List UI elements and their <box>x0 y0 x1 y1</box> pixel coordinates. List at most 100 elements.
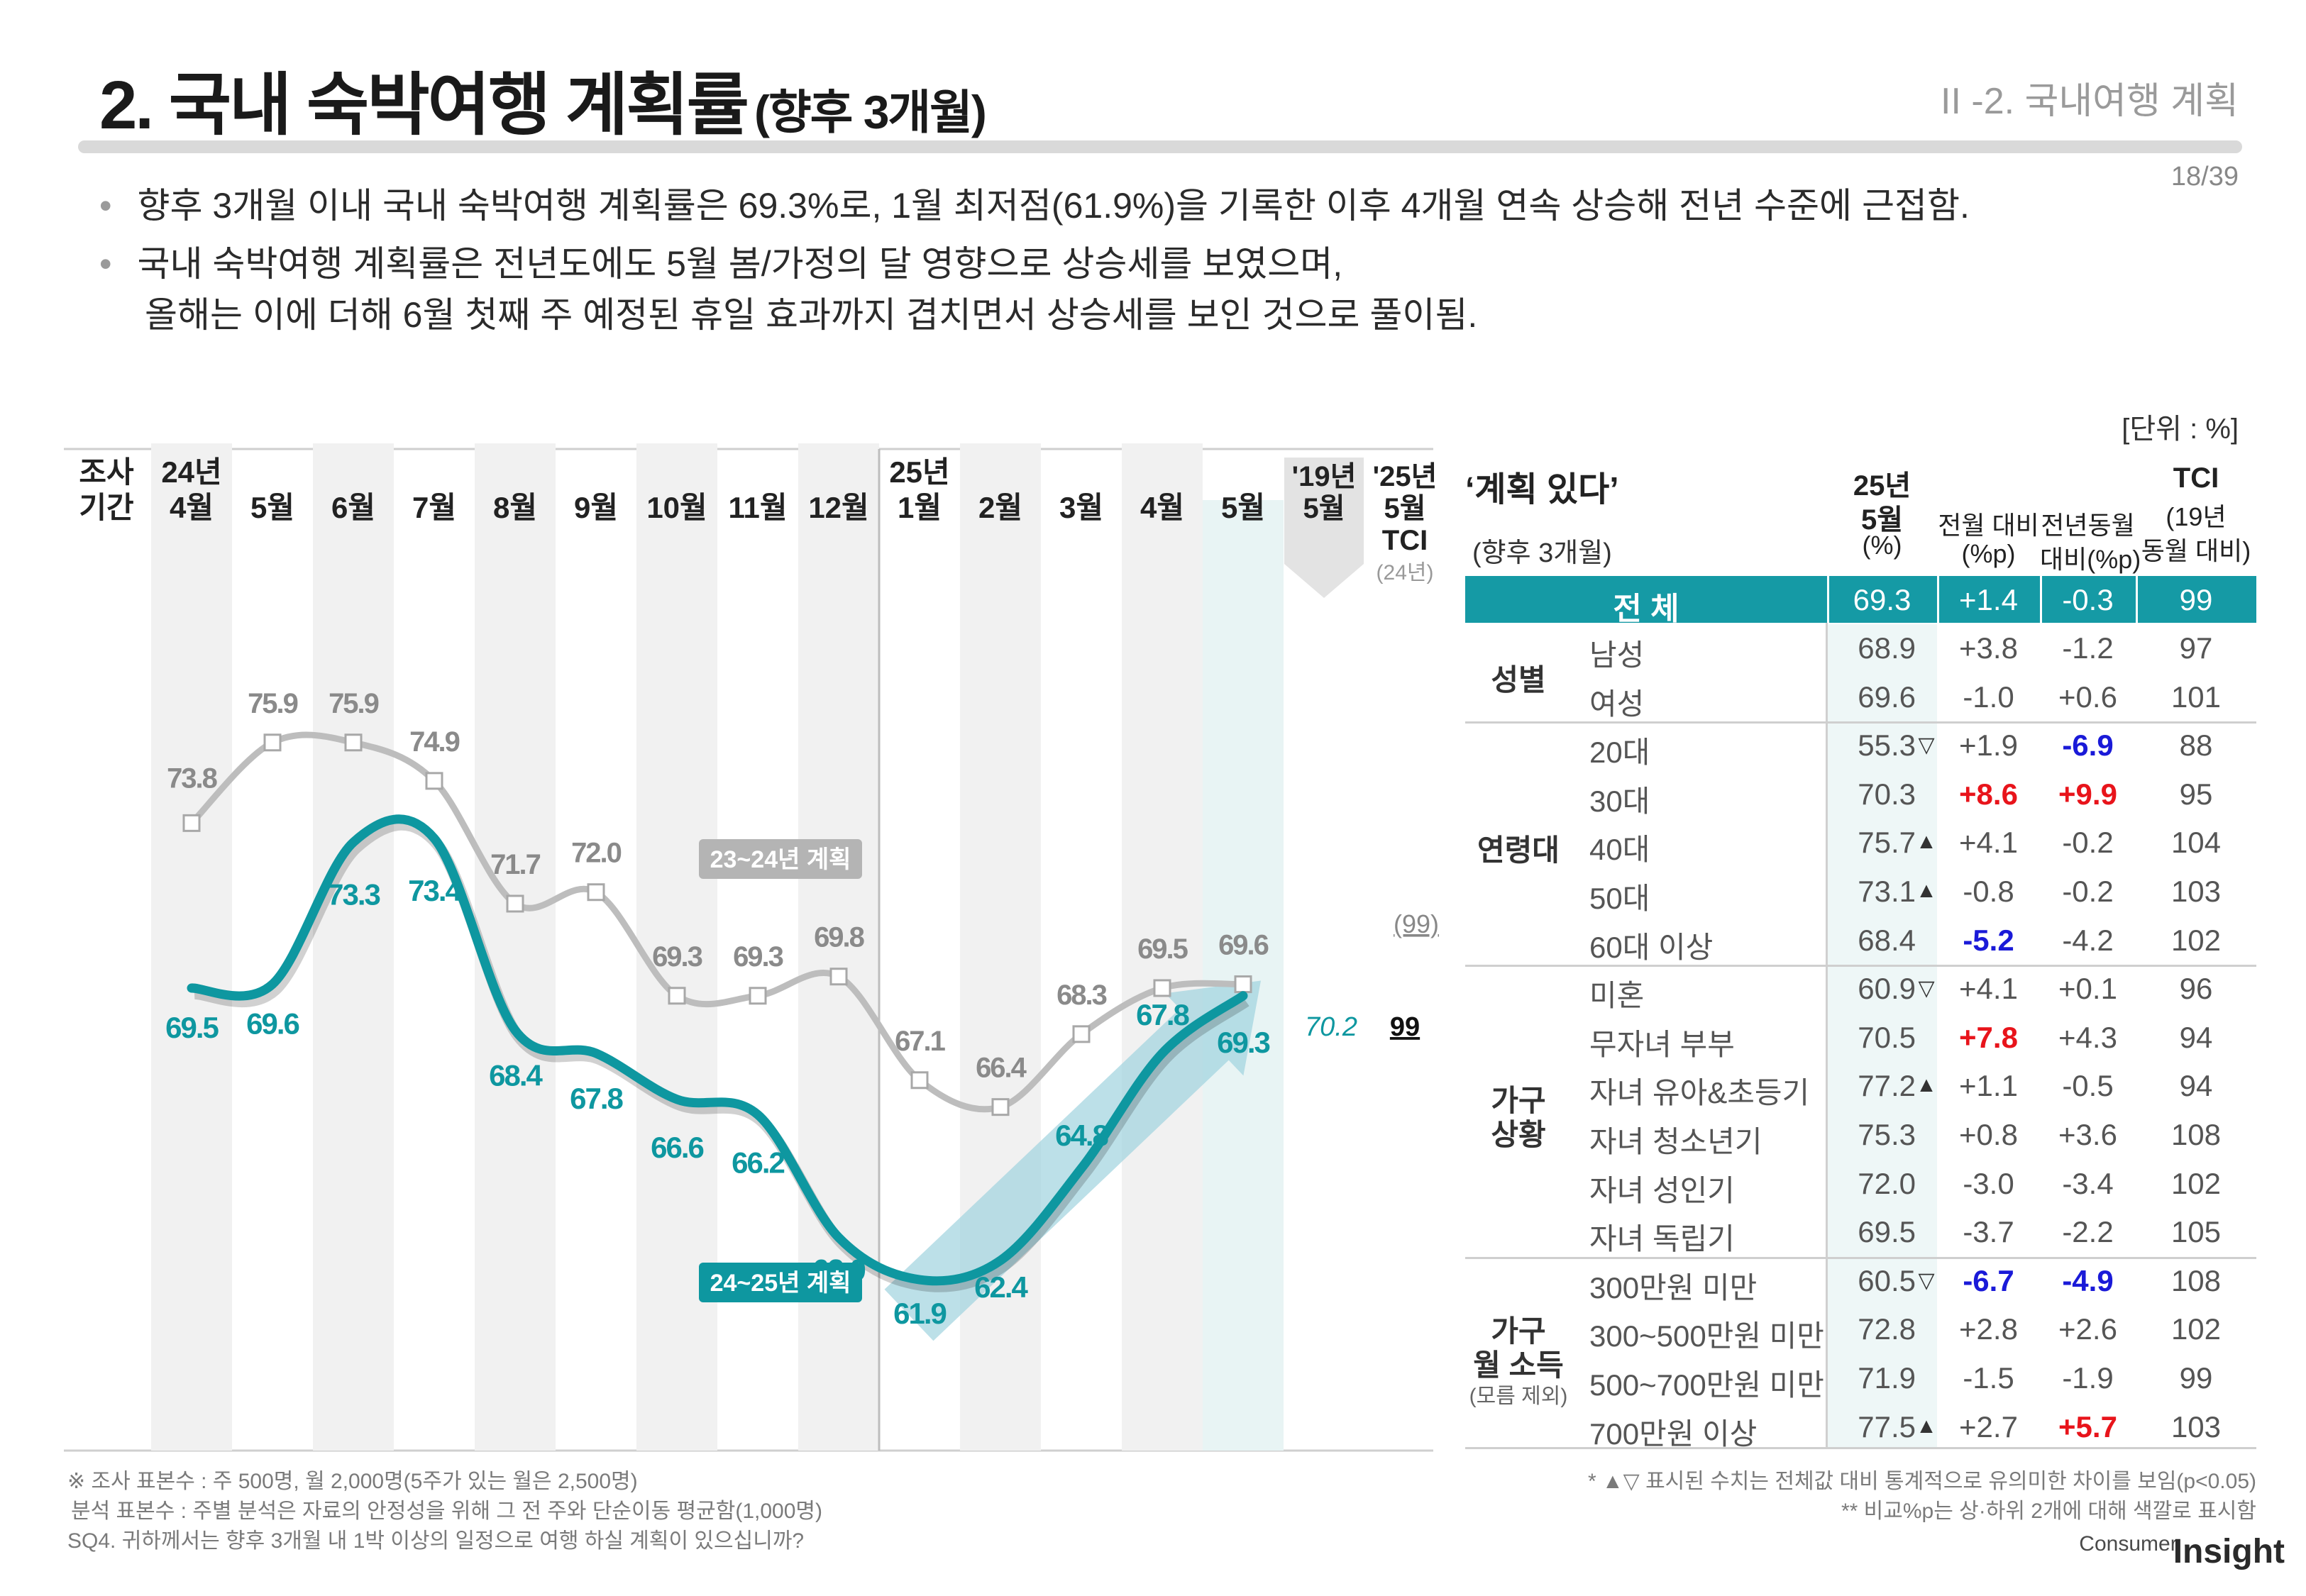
bullet-1: • 향후 3개월 이내 국내 숙박여행 계획률은 69.3%로, 1월 최저점(6… <box>99 177 1970 228</box>
table-row-mom: +1.9 <box>1959 728 2018 763</box>
table-row-pct: 77.2 <box>1858 1069 1916 1103</box>
table-row-label: 60대 이상 <box>1589 930 1714 964</box>
table-row-yoy: -0.5 <box>2062 1069 2114 1103</box>
bullet-dot-icon: • <box>99 186 112 226</box>
data-label-prev: 75.9 <box>248 688 298 719</box>
logo-insight: Insight <box>2173 1533 2285 1570</box>
table-pct-column-bg <box>1827 624 1937 1447</box>
extra-column-note: (24년) <box>1377 561 1434 584</box>
series-prev-marker <box>263 733 282 752</box>
table-row-mom: +4.1 <box>1959 826 2018 860</box>
data-label-current: 73.4 <box>408 874 462 907</box>
table-column-divider <box>1826 623 1828 1447</box>
x-tick-label: 11월 <box>728 491 787 524</box>
table-total-divider <box>2040 576 2042 623</box>
table-row-yoy: -3.4 <box>2062 1166 2114 1200</box>
series-prev-marker <box>829 968 848 986</box>
table-row-yoy: -1.9 <box>2062 1361 2114 1395</box>
data-label-current: 62.4 <box>974 1270 1028 1304</box>
legend-current-bg <box>699 1263 862 1302</box>
x-tick-label: 9월 <box>574 491 618 524</box>
table-row-pct: 72.8 <box>1858 1312 1916 1346</box>
table-group-label: 가구 <box>1491 1314 1546 1348</box>
table-row-tci: 102 <box>2170 1166 2222 1200</box>
data-label-prev: 67.1 <box>895 1026 946 1057</box>
column-band <box>475 443 556 1451</box>
data-label-prev: 69.5 <box>1137 933 1188 965</box>
table-header-cell: 전월 대비 <box>1938 511 2039 540</box>
table-row-mom: +7.8 <box>1959 1020 2018 1054</box>
table-group-label: 상황 <box>1491 1118 1546 1151</box>
x-tick-year: 25년 <box>889 455 949 489</box>
consumer-insight-logo: ConsumerInsight <box>2079 1532 2285 1571</box>
column-band <box>313 443 394 1451</box>
table-row-label: 자녀 성인기 <box>1589 1173 1735 1207</box>
table-row-yoy: +2.6 <box>2058 1312 2117 1346</box>
table-row-mom: -0.8 <box>1963 875 2014 908</box>
table-subtitle: (향후 3개월) <box>1472 538 1612 568</box>
period-label: 조사 <box>79 455 134 489</box>
page-title: 2. 국내 숙박여행 계획률 (향후 3개월) <box>99 50 987 148</box>
data-label-prev: 68.3 <box>1057 980 1107 1011</box>
table-row-tci: 108 <box>2170 1118 2222 1151</box>
table-row-yoy: +3.6 <box>2058 1118 2117 1151</box>
legend-current-label: 24~25년 계획 <box>710 1270 851 1297</box>
extra-column-header-bg <box>1284 458 1364 598</box>
unit-label: [단위 : %] <box>2122 414 2239 445</box>
data-label-current: 66.6 <box>651 1131 703 1164</box>
series-prev-marker <box>425 772 443 790</box>
trend-arrow <box>884 980 1261 1341</box>
table-header-cell: 동월 대비) <box>2141 536 2251 565</box>
title-sub: (향후 3개월) <box>754 86 987 138</box>
table-row-tci: 102 <box>2170 923 2222 957</box>
data-label-current: 61.9 <box>893 1297 946 1330</box>
data-label-current: 64.8 <box>1055 1119 1108 1152</box>
table-row-label: 40대 <box>1589 833 1650 867</box>
series-line-prev <box>189 731 1244 1113</box>
table-row-label: 20대 <box>1589 736 1650 770</box>
table-group-label: 연령대 <box>1477 833 1560 867</box>
table-row-mom: +8.6 <box>1959 777 2018 811</box>
table-row-label: 700만원 이상 <box>1589 1417 1758 1451</box>
data-label-prev: 69.6 <box>1218 930 1269 961</box>
data-label-prev: 66.4 <box>976 1053 1027 1084</box>
table-header-cell: 5월 <box>1860 504 1904 536</box>
table-row-mom: -3.7 <box>1963 1215 2014 1249</box>
series-prev-marker <box>1072 1025 1091 1043</box>
table-row-mom: +0.8 <box>1959 1118 2018 1151</box>
table-total-value: 69.3 <box>1853 583 1911 616</box>
table-row-pct: 73.1 <box>1858 875 1916 908</box>
table-row-mom: -5.2 <box>1963 923 2014 957</box>
table-row-label: 미혼 <box>1589 979 1645 1013</box>
current-month-band <box>1203 500 1284 1451</box>
table-row-yoy: +9.9 <box>2058 777 2117 811</box>
triangle-up-icon: ▲ <box>1916 830 1937 854</box>
x-tick-label: 10월 <box>646 491 707 524</box>
data-label-prev: 71.7 <box>490 849 541 880</box>
x-tick-year: 24년 <box>161 455 221 489</box>
data-label-current: 68.4 <box>489 1058 543 1092</box>
table-row-mom: -3.0 <box>1963 1166 2014 1200</box>
table-row-label: 남성 <box>1589 638 1645 672</box>
x-tick-label: 5월 <box>250 491 294 524</box>
table-row-tci: 102 <box>2170 1312 2222 1346</box>
data-label-current: 67.8 <box>570 1082 623 1115</box>
table-bottom-border <box>1465 1447 2256 1449</box>
x-tick-label: 6월 <box>331 491 375 524</box>
series-prev-marker <box>344 733 363 752</box>
table-row-yoy: -1.2 <box>2062 631 2114 665</box>
data-label-current: 69.5 <box>165 1011 219 1044</box>
table-row-tci: 97 <box>2179 631 2213 665</box>
x-tick-label: 12월 <box>808 491 868 524</box>
footnote-question: SQ4. 귀하께서는 향후 3개월 내 1박 이상의 일정으로 여행 하실 계획… <box>67 1529 805 1553</box>
title-divider <box>78 140 2242 153</box>
table-row-yoy: +4.3 <box>2058 1020 2117 1054</box>
data-label-prev: 72.0 <box>571 838 622 869</box>
x-tick-label: 5월 <box>1221 491 1265 524</box>
table-row-pct: 68.4 <box>1858 923 1916 957</box>
data-label-prev: 73.8 <box>167 763 218 794</box>
logo-consumer: Consumer <box>2079 1532 2178 1556</box>
table-row-pct: 77.5 <box>1858 1409 1916 1443</box>
table-header-cell: (%p) <box>1961 539 2016 568</box>
table-total-divider <box>1827 576 1829 623</box>
